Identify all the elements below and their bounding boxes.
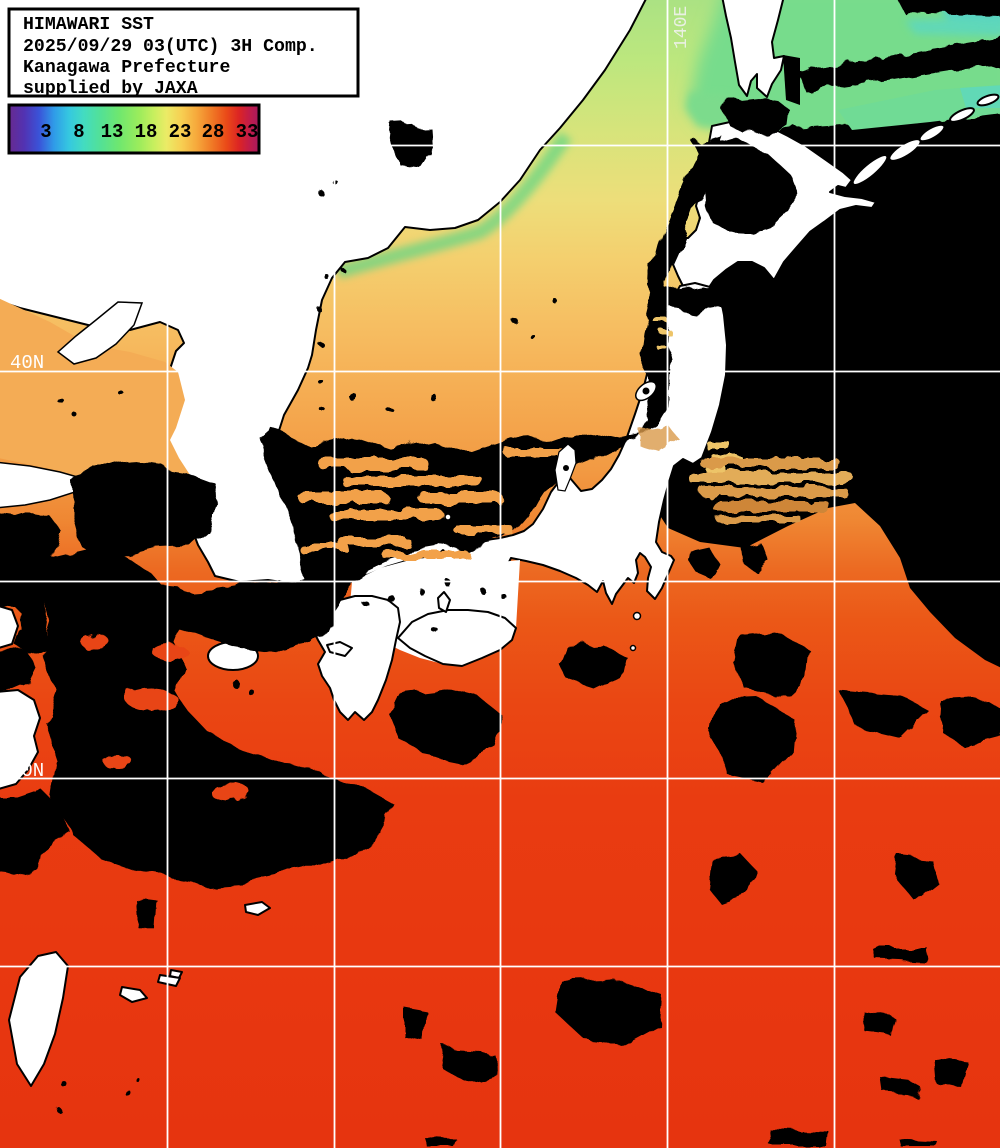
svg-text:33: 33 [236, 121, 259, 143]
svg-text:2025/09/29 03(UTC) 3H Comp.: 2025/09/29 03(UTC) 3H Comp. [23, 37, 318, 57]
svg-text:Kanagawa Prefecture: Kanagawa Prefecture [23, 58, 230, 78]
svg-text:supplied by JAXA: supplied by JAXA [23, 79, 198, 99]
svg-text:140E: 140E [672, 6, 692, 49]
svg-text:18: 18 [135, 121, 158, 143]
svg-text:13: 13 [101, 121, 124, 143]
svg-text:HIMAWARI SST: HIMAWARI SST [23, 15, 154, 35]
svg-text:30N: 30N [10, 760, 44, 782]
svg-text:28: 28 [202, 121, 225, 143]
svg-text:40N: 40N [10, 352, 44, 374]
svg-text:23: 23 [169, 121, 192, 143]
svg-text:8: 8 [73, 121, 84, 143]
svg-text:3: 3 [40, 121, 51, 143]
